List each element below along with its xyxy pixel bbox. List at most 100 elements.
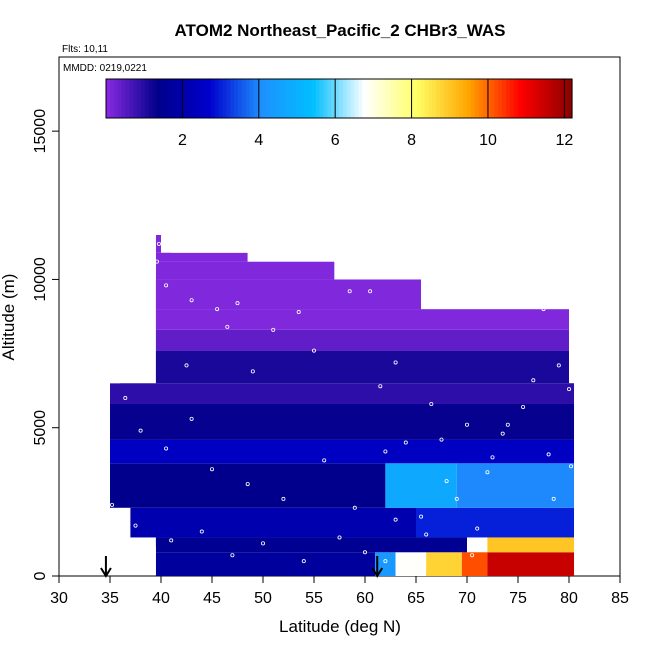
colorbar-segment — [280, 79, 286, 118]
heat-cell — [487, 537, 575, 553]
x-tick-label: 30 — [50, 590, 68, 607]
colorbar-segment — [140, 79, 146, 118]
colorbar-tick-label: 8 — [407, 132, 416, 149]
colorbar-segment — [156, 79, 161, 118]
x-tick-label: 60 — [356, 590, 374, 607]
colorbar-segment — [276, 79, 282, 118]
sample-point — [322, 458, 327, 463]
colorbar-segment — [191, 79, 196, 118]
colorbar-segment — [459, 79, 464, 118]
colorbar-segment — [474, 79, 480, 118]
sample-point — [260, 541, 265, 546]
sample-point — [154, 259, 159, 264]
colorbar-segment — [117, 79, 123, 118]
colorbar-segment — [354, 79, 360, 118]
x-axis-label: Latitude (deg N) — [279, 617, 401, 636]
sample-point — [470, 553, 475, 558]
flights-note: Flts: 10,11 — [62, 44, 108, 55]
sample-point — [393, 517, 398, 522]
sample-point — [189, 298, 194, 303]
y-axis-label: Altitude (m) — [0, 274, 18, 361]
heat-cell — [155, 234, 161, 253]
colorbar-segment — [377, 79, 383, 118]
sample-point — [230, 553, 235, 558]
colorbar-segment — [529, 79, 534, 118]
sample-point — [567, 387, 572, 392]
colorbar-segment — [513, 79, 519, 118]
heat-cell — [155, 537, 467, 553]
sample-point — [500, 431, 505, 436]
x-tick-label: 80 — [560, 590, 578, 607]
colorbar-tick-label: 6 — [331, 132, 340, 149]
colorbar-segment — [463, 79, 468, 118]
colorbar-segment — [121, 79, 127, 118]
y-tick-label: 0 — [32, 571, 49, 580]
colorbar-segment — [381, 79, 387, 118]
x-tick-label: 70 — [458, 590, 476, 607]
colorbar-segment — [416, 79, 422, 118]
colorbar-segment — [490, 79, 495, 118]
sample-point — [250, 369, 255, 374]
sample-point — [164, 283, 169, 288]
heat-cell — [110, 439, 575, 464]
x-tick-label: 45 — [203, 590, 221, 607]
heat-cell — [155, 252, 248, 262]
axes: 30 35 40 45 50 55 60 65 70 75 80 85 0 5000 10000 15000 — [32, 109, 629, 607]
colorbar-segment — [436, 79, 441, 118]
sample-point — [475, 526, 480, 531]
heat-cell — [155, 552, 376, 576]
colorbar-tick-label: 2 — [178, 132, 187, 149]
sample-point — [505, 422, 510, 427]
colorbar-segment — [172, 79, 177, 118]
sample-point — [368, 289, 373, 294]
colorbar-segment — [556, 79, 561, 118]
sample-point — [347, 289, 352, 294]
colorbar-segment — [424, 79, 429, 118]
colorbar-segment — [451, 79, 457, 118]
y-tick-label: 15000 — [32, 109, 49, 154]
colorbar-segment — [548, 79, 554, 118]
colorbar-segment — [455, 79, 460, 118]
colorbar-segment — [133, 79, 138, 118]
sample-point — [169, 538, 174, 543]
sample-point — [485, 470, 490, 475]
colorbar-segment — [401, 79, 406, 118]
heat-cell — [120, 350, 569, 384]
colorbar-segment — [350, 79, 356, 118]
colorbar-segment — [160, 79, 165, 118]
colorbar-segment — [385, 79, 391, 118]
sample-point — [215, 307, 220, 312]
colorbar-segment — [106, 79, 111, 118]
colorbar-segment — [327, 79, 332, 118]
colorbar-segment — [478, 79, 484, 118]
sample-point — [429, 401, 434, 406]
colorbar-segment — [288, 79, 293, 118]
arrow-head — [100, 567, 112, 578]
colorbar-segment — [148, 79, 154, 118]
sample-point — [225, 324, 230, 329]
sample-point — [301, 559, 306, 564]
sample-point — [531, 378, 536, 383]
colorbar-segment — [311, 79, 317, 118]
colorbar-segment — [505, 79, 511, 118]
colorbar-segment — [397, 79, 402, 118]
colorbar: 2 4 6 8 10 12 — [105, 78, 573, 149]
colorbar-segment — [339, 79, 344, 118]
colorbar-segment — [113, 79, 119, 118]
heat-cell — [416, 507, 575, 538]
colorbar-segment — [509, 79, 515, 118]
colorbar-segment — [168, 79, 173, 118]
colorbar-segment — [393, 79, 398, 118]
colorbar-segment — [552, 79, 558, 118]
colorbar-segment — [486, 79, 492, 118]
y-tick-label: 10000 — [32, 257, 49, 302]
sample-point — [490, 455, 495, 460]
sample-point — [569, 464, 574, 469]
colorbar-segment — [389, 79, 394, 118]
colorbar-segment — [568, 79, 573, 118]
colorbar-segment — [226, 79, 231, 118]
colorbar-segment — [234, 79, 239, 118]
colorbar-tick-label: 12 — [555, 132, 573, 149]
dates-note: MMDD: 0219,0221 — [63, 63, 147, 74]
heat-cell — [385, 463, 457, 508]
